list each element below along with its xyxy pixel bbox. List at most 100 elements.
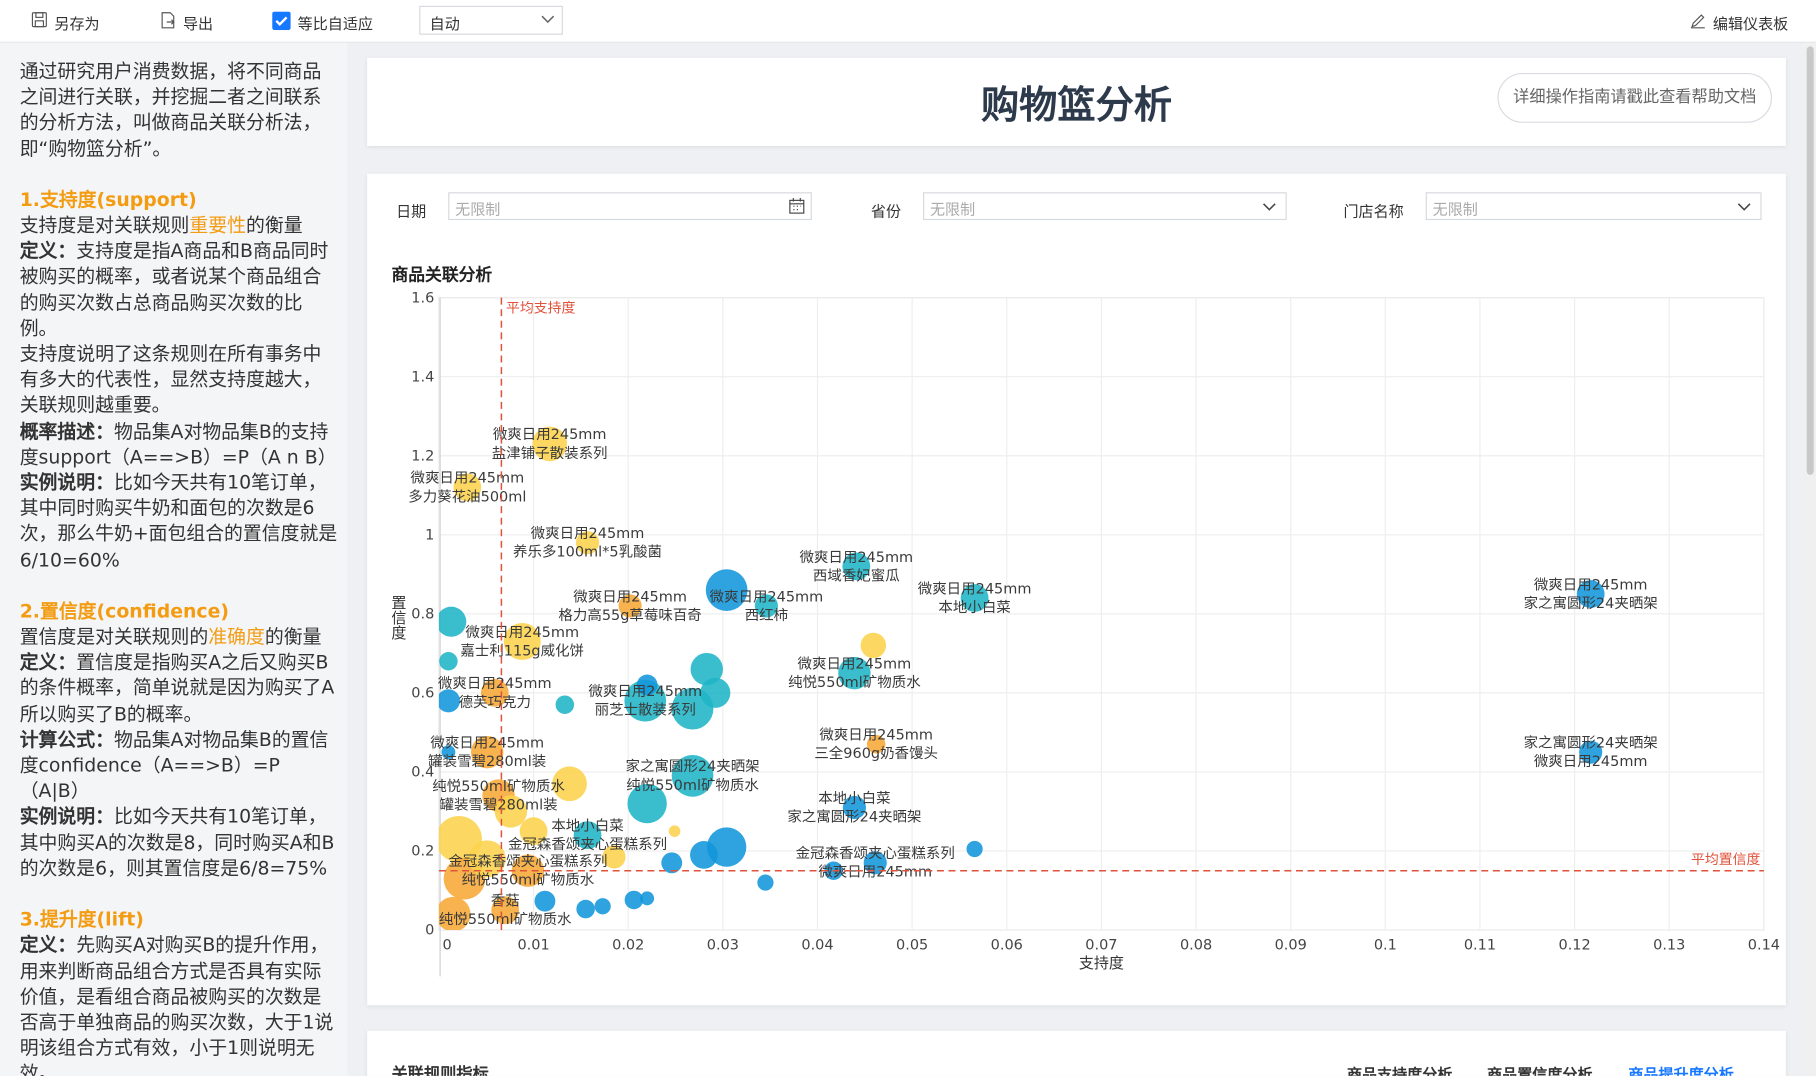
section-heading: 2.置信度(confidence) [20, 599, 340, 625]
page-title: 购物篮分析 [980, 82, 1173, 128]
y-tick-label: 1 [425, 527, 434, 543]
scrollbar[interactable] [1804, 42, 1816, 1076]
bubble-label: 微爽日用245mm [588, 683, 702, 700]
x-tick-label: 0.08 [1180, 938, 1212, 954]
bubble [860, 632, 887, 659]
edit-dashboard-button[interactable]: 编辑仪表板 [1712, 16, 1789, 34]
highlight-text: 准确度 [208, 625, 265, 648]
bubble [491, 896, 520, 925]
bubble-label: 香菇 [491, 893, 520, 910]
x-tick-label: 0.01 [517, 938, 549, 954]
bubble-label: 金冠森香颂夹心蛋糕系列 [796, 845, 955, 862]
bubble [511, 854, 545, 887]
term: 定义： [19, 651, 77, 674]
filter-label: 日期 [396, 203, 427, 222]
title-card: 购物篮分析 详细操作指南请戳此查看帮助文档 [367, 57, 1786, 146]
tab[interactable]: 商品置信度分析 [1487, 1066, 1593, 1076]
bubble [555, 695, 575, 714]
help-button[interactable]: 详细操作指南请戳此查看帮助文档 [1497, 72, 1772, 123]
bubble [439, 651, 458, 671]
tab-active[interactable]: 商品提升度分析 [1628, 1066, 1734, 1076]
bubble [438, 606, 467, 637]
paragraph: 定义：先购买A对购买B的提升作用，用来判断商品组合方式是否具有实际价值，是看组合… [20, 933, 340, 1076]
chevron [1737, 203, 1751, 211]
bubble [690, 652, 723, 686]
edit-icon [1690, 14, 1705, 29]
bubble [519, 817, 548, 846]
x-tick-label: 0.07 [1085, 938, 1117, 954]
bubble [602, 845, 626, 869]
bubble [640, 891, 655, 906]
bubble [866, 734, 886, 754]
x-tick-label: 0.09 [1275, 938, 1307, 954]
highlight-text: 重要性 [189, 214, 247, 237]
heading-text: 2.置信度(confidence) [19, 599, 229, 622]
tab[interactable]: 商品支持度分析 [1346, 1066, 1453, 1076]
save-as-button[interactable]: 另存为 [54, 16, 100, 34]
bubble-label: 微爽日用245mm [438, 675, 552, 692]
bubble-label: 微爽日用245mm [799, 549, 913, 566]
bubble [690, 841, 718, 869]
bubble-label: 微爽日用245mm [1534, 753, 1648, 770]
calendar-icon [789, 198, 805, 214]
bubble [470, 735, 504, 769]
chart-title: 商品关联分析 [391, 266, 493, 285]
y-axis-title: 置信度 [389, 595, 407, 640]
x-axis-title: 支持度 [1079, 954, 1124, 972]
paragraph: 实例说明：比如今天共有10笔订单，其中购买A的次数是8，同时购买A和B的次数是6… [20, 804, 340, 881]
bubble-label: 本地小白菜 [551, 818, 623, 835]
bubble [966, 840, 983, 858]
bubble [754, 594, 778, 618]
bubble-label: 纯悦550ml矿物质水 [788, 674, 921, 691]
bubble-label: 微爽日用245mm [818, 864, 932, 881]
paragraph-text: 置信度是指购买A之后又购买B的条件概率，简单说就是因为购买了A所以购买了B的概率… [19, 651, 335, 725]
bubble-label: 家之寓圆形24夹晒架 [787, 807, 921, 825]
fit-label[interactable]: 等比自适应 [297, 16, 373, 34]
bubble [575, 531, 600, 555]
term: 实例说明： [19, 805, 114, 828]
fit-checkbox[interactable] [272, 11, 291, 31]
bubble [636, 674, 658, 696]
paragraph: 计算公式：物品集A对物品集B的置信度confidence（A==>B）=P（A|… [20, 727, 340, 804]
chevron [1263, 203, 1276, 211]
bubble-label: 微爽日用245mm [493, 426, 607, 443]
bubble-label: 微爽日用245mm [430, 735, 544, 752]
bubble-label: 纯悦550ml矿物质水 [439, 911, 572, 928]
bubble [627, 783, 667, 824]
x-tick-label: 0.05 [896, 938, 928, 954]
reference-label: 平均置信度 [1691, 852, 1761, 868]
paragraph-text: 先购买A对购买B的提升作用，用来判断商品组合方式是否具有实际价值，是看组合商品被… [19, 933, 334, 1076]
bubble-label: 多力葵花油500ml [408, 488, 526, 505]
paragraph-text: 支持度是对关联规则 [19, 214, 190, 237]
placeholder: 无限制 [930, 201, 976, 219]
scrollbar-thumb[interactable] [1806, 46, 1814, 475]
bubble [441, 745, 456, 760]
bubble-label: 家之寓圆形24夹晒架 [1524, 594, 1658, 612]
filter-label: 省份 [870, 203, 902, 222]
bubble-label: 金冠森香颂夹心蛋糕系列 [448, 853, 607, 870]
reference-label: 平均支持度 [506, 301, 576, 317]
x-tick-label: 0.03 [707, 938, 739, 954]
bubble [838, 656, 871, 690]
bubble-label: 金冠森香颂夹心蛋糕系列 [508, 836, 667, 853]
term: 实例说明： [19, 471, 114, 494]
paragraph-text: 置信度是对关联规则的 [19, 625, 209, 648]
zoom-select[interactable]: 自动 [419, 5, 563, 35]
date-input[interactable]: 无限制 [448, 192, 812, 221]
paragraph: 定义：支持度是指A商品和B商品同时被购买的概率，或者说某个商品组合的购买次数占总… [20, 239, 340, 342]
bubble [1576, 580, 1605, 608]
bubble [842, 552, 871, 581]
bubble [494, 795, 528, 828]
paragraph-text: 物品集A对物品集B的置信度confidence（A==>B）=P（A|B） [19, 728, 329, 802]
province-select[interactable]: 无限制 [923, 192, 1287, 221]
bubble [532, 426, 568, 462]
bubble-label: 养乐多100ml*5乳酸菌 [513, 544, 662, 561]
bubble [661, 852, 683, 874]
y-tick-label: 0.4 [411, 765, 434, 781]
store-select[interactable]: 无限制 [1425, 192, 1762, 221]
paragraph: 支持度说明了这条规则在所有事务中有多大的代表性，显然支持度越大，关联规则越重要。 [20, 342, 340, 419]
y-tick-label: 0.6 [411, 686, 434, 702]
export-button[interactable]: 导出 [182, 16, 214, 34]
